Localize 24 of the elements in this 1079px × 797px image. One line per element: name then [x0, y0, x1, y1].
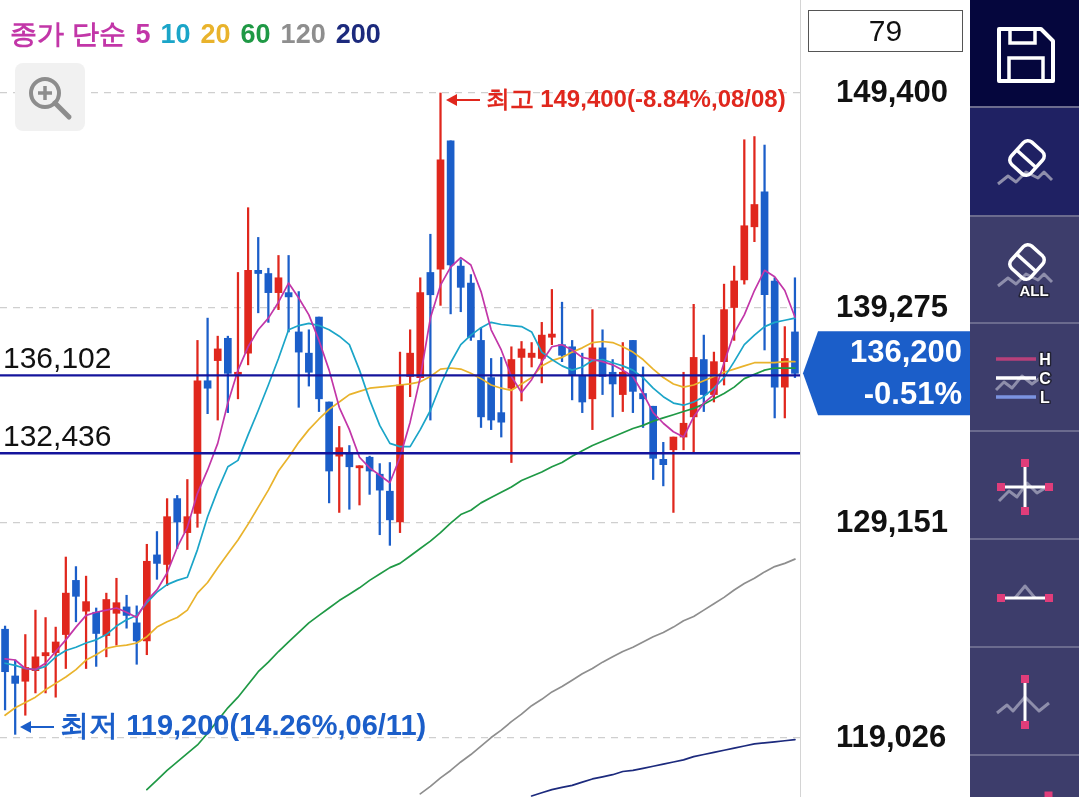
- candlestick: [41, 617, 50, 694]
- y-tick-label: 129,151: [836, 503, 949, 539]
- number-field: 79: [808, 10, 963, 52]
- y-tick-label: 119,026: [836, 718, 947, 754]
- ref-line-label: 136,102: [3, 341, 112, 375]
- candlestick: [517, 341, 526, 402]
- y-tick-label: 149,400: [836, 73, 949, 109]
- text: 60: [240, 19, 271, 50]
- annotation: 최고 149,400(-8.84%,08/08): [485, 84, 786, 112]
- text: 10: [160, 19, 191, 50]
- text: -0.51%: [863, 375, 962, 411]
- candlestick: [355, 465, 364, 506]
- candlestick: [284, 255, 293, 333]
- text: 120: [280, 19, 326, 50]
- y-tick-label: 139,275: [836, 288, 949, 324]
- text: 20: [200, 19, 231, 50]
- text: 200: [335, 19, 381, 50]
- text: 136,200: [849, 333, 962, 369]
- legend-title: 종가 단순: [10, 19, 126, 50]
- ref-line-label: 132,436: [3, 419, 112, 453]
- candlestick: [426, 233, 435, 421]
- candlestick: [203, 317, 212, 415]
- candlestick: [750, 136, 759, 242]
- text: 5: [135, 19, 151, 50]
